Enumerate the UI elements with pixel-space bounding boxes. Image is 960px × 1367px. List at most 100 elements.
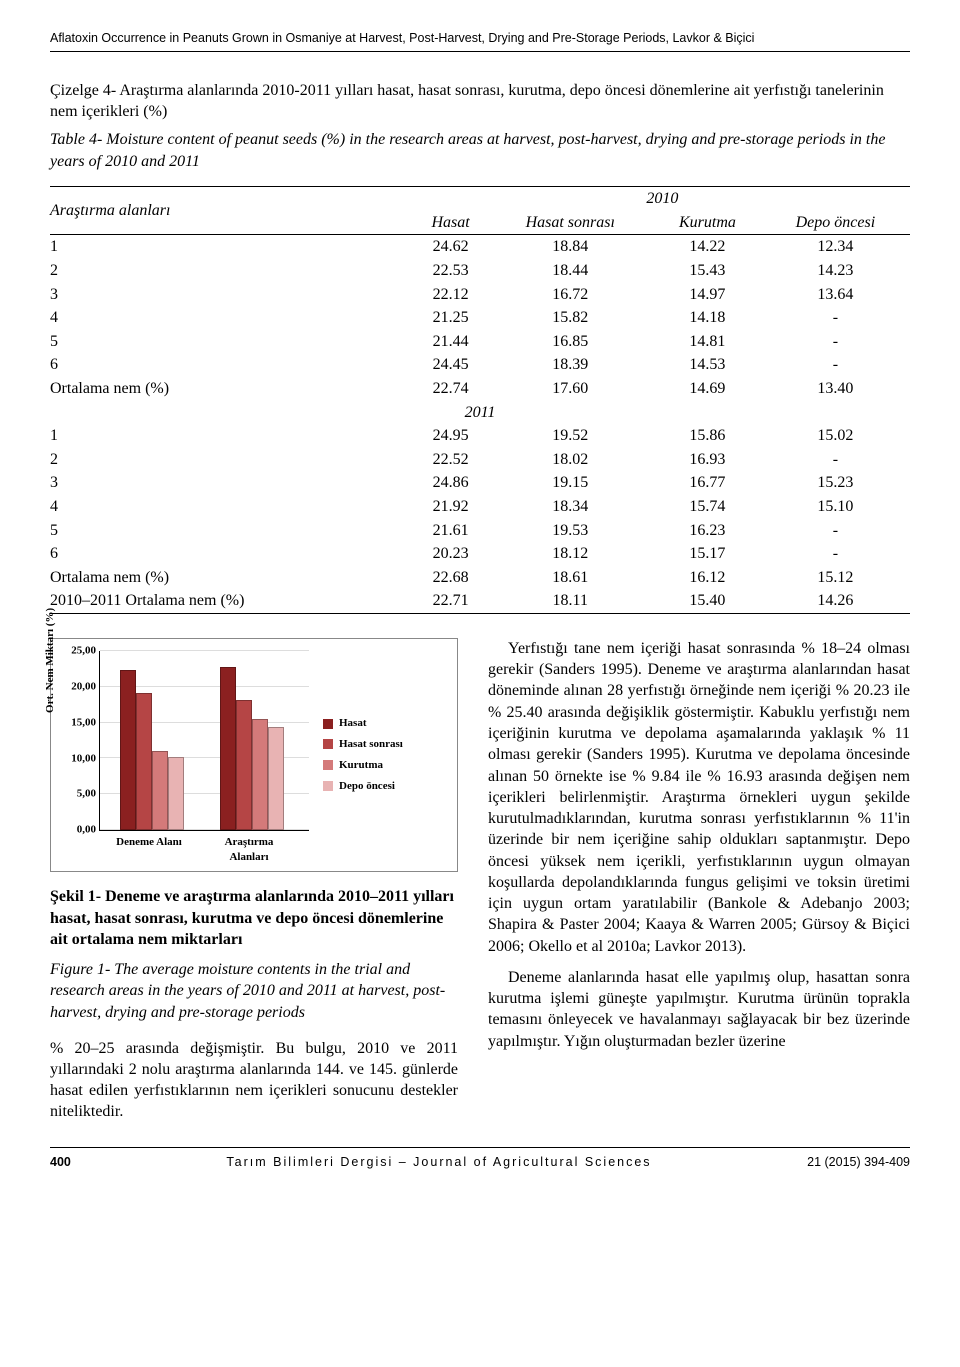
row-label: 2 <box>50 259 415 283</box>
table-row: 521.4416.8514.81- <box>50 330 910 354</box>
chart-legend: HasatHasat sonrasıKurutmaDepo öncesi <box>323 713 403 797</box>
cell: 24.86 <box>415 471 487 495</box>
bar <box>220 667 236 830</box>
legend-label: Kurutma <box>339 755 383 776</box>
grand-v3: 14.26 <box>761 589 910 613</box>
cell: 16.72 <box>486 283 654 307</box>
legend-label: Hasat <box>339 713 367 734</box>
cell: 16.12 <box>654 566 761 590</box>
table-row: 421.2515.8214.18- <box>50 306 910 330</box>
cell: 16.93 <box>654 448 761 472</box>
row-label: 3 <box>50 283 415 307</box>
cell: 21.61 <box>415 519 487 543</box>
cell: 22.68 <box>415 566 487 590</box>
grand-v0: 22.71 <box>415 589 487 613</box>
col-kurutma: Kurutma <box>654 211 761 235</box>
year-header-2010: 2010 <box>415 187 910 211</box>
row-label: 1 <box>50 235 415 259</box>
cell: 21.25 <box>415 306 487 330</box>
ytick: 0,00 <box>60 823 96 838</box>
grand-v1: 18.11 <box>486 589 654 613</box>
right-paragraph-1: Yerfıstığı tane nem içeriği hasat sonras… <box>488 638 910 957</box>
xcat-0: Deneme Alanı <box>109 835 189 850</box>
cell: 19.53 <box>486 519 654 543</box>
row-label: 4 <box>50 306 415 330</box>
cell: 15.10 <box>761 495 910 519</box>
cell: 15.23 <box>761 471 910 495</box>
legend-item: Depo öncesi <box>323 776 403 797</box>
cell: - <box>761 448 910 472</box>
data-table: Araştırma alanları 2010 Hasat Hasat sonr… <box>50 186 910 614</box>
grand-label: 2010–2011 Ortalama nem (%) <box>50 589 415 613</box>
figure-caption-tr: Şekil 1- Deneme ve araştırma alanlarında… <box>50 886 458 951</box>
table-caption-en: Table 4- Moisture content of peanut seed… <box>50 129 910 172</box>
bar <box>152 751 168 830</box>
table-row: 624.4518.3914.53- <box>50 353 910 377</box>
table-row: 124.6218.8414.2212.34 <box>50 235 910 259</box>
cell: 18.61 <box>486 566 654 590</box>
cell: 14.81 <box>654 330 761 354</box>
cell: 14.23 <box>761 259 910 283</box>
cell: 14.22 <box>654 235 761 259</box>
cell: 14.69 <box>654 377 761 401</box>
ytick: 25,00 <box>60 644 96 659</box>
bar <box>268 727 284 830</box>
table-row: Ortalama nem (%)22.6818.6116.1215.12 <box>50 566 910 590</box>
row-label: Ortalama nem (%) <box>50 566 415 590</box>
cell: 13.64 <box>761 283 910 307</box>
bar <box>120 670 136 830</box>
bar-chart: Ort. Nem Miktarı (%) 0,005,0010,0015,002… <box>50 638 458 872</box>
table-row: Ortalama nem (%)22.7417.6014.6913.40 <box>50 377 910 401</box>
legend-item: Kurutma <box>323 755 403 776</box>
issue-info: 21 (2015) 394-409 <box>807 1154 910 1171</box>
table-row: 324.8619.1516.7715.23 <box>50 471 910 495</box>
grand-v2: 15.40 <box>654 589 761 613</box>
cell: 18.34 <box>486 495 654 519</box>
cell: 24.45 <box>415 353 487 377</box>
row-label: 1 <box>50 424 415 448</box>
cell: 15.43 <box>654 259 761 283</box>
left-paragraph: % 20–25 arasında değişmiştir. Bu bulgu, … <box>50 1038 458 1123</box>
cell: 22.12 <box>415 283 487 307</box>
cell: 24.62 <box>415 235 487 259</box>
row-label: 6 <box>50 353 415 377</box>
cell: - <box>761 306 910 330</box>
cell: 18.44 <box>486 259 654 283</box>
legend-item: Hasat <box>323 713 403 734</box>
ytick: 20,00 <box>60 679 96 694</box>
cell: 15.02 <box>761 424 910 448</box>
year-header-2011: 2011 <box>50 401 910 425</box>
cell: 14.53 <box>654 353 761 377</box>
cell: 16.77 <box>654 471 761 495</box>
cell: 12.34 <box>761 235 910 259</box>
cell: 16.85 <box>486 330 654 354</box>
cell: 16.23 <box>654 519 761 543</box>
cell: 24.95 <box>415 424 487 448</box>
row-label: 4 <box>50 495 415 519</box>
cell: 22.53 <box>415 259 487 283</box>
ytick: 15,00 <box>60 715 96 730</box>
bar <box>168 757 184 830</box>
right-paragraph-2: Deneme alanlarında hasat elle yapılmış o… <box>488 967 910 1052</box>
table-row: 124.9519.5215.8615.02 <box>50 424 910 448</box>
cell: 20.23 <box>415 542 487 566</box>
journal-name: Tarım Bilimleri Dergisi – Journal of Agr… <box>226 1154 651 1171</box>
cell: 18.39 <box>486 353 654 377</box>
cell: 19.52 <box>486 424 654 448</box>
table-row: 222.5218.0216.93- <box>50 448 910 472</box>
table-row: 620.2318.1215.17- <box>50 542 910 566</box>
cell: 18.12 <box>486 542 654 566</box>
cell: 19.15 <box>486 471 654 495</box>
cell: - <box>761 353 910 377</box>
cell: 15.86 <box>654 424 761 448</box>
table-row: 521.6119.5316.23- <box>50 519 910 543</box>
running-head: Aflatoxin Occurrence in Peanuts Grown in… <box>50 30 910 52</box>
row-label: Ortalama nem (%) <box>50 377 415 401</box>
legend-swatch <box>323 719 333 729</box>
table-row: 222.5318.4415.4314.23 <box>50 259 910 283</box>
cell: - <box>761 519 910 543</box>
cell: 13.40 <box>761 377 910 401</box>
table-row: 421.9218.3415.7415.10 <box>50 495 910 519</box>
ytick: 10,00 <box>60 751 96 766</box>
chart-ylabel: Ort. Nem Miktarı (%) <box>43 608 58 713</box>
